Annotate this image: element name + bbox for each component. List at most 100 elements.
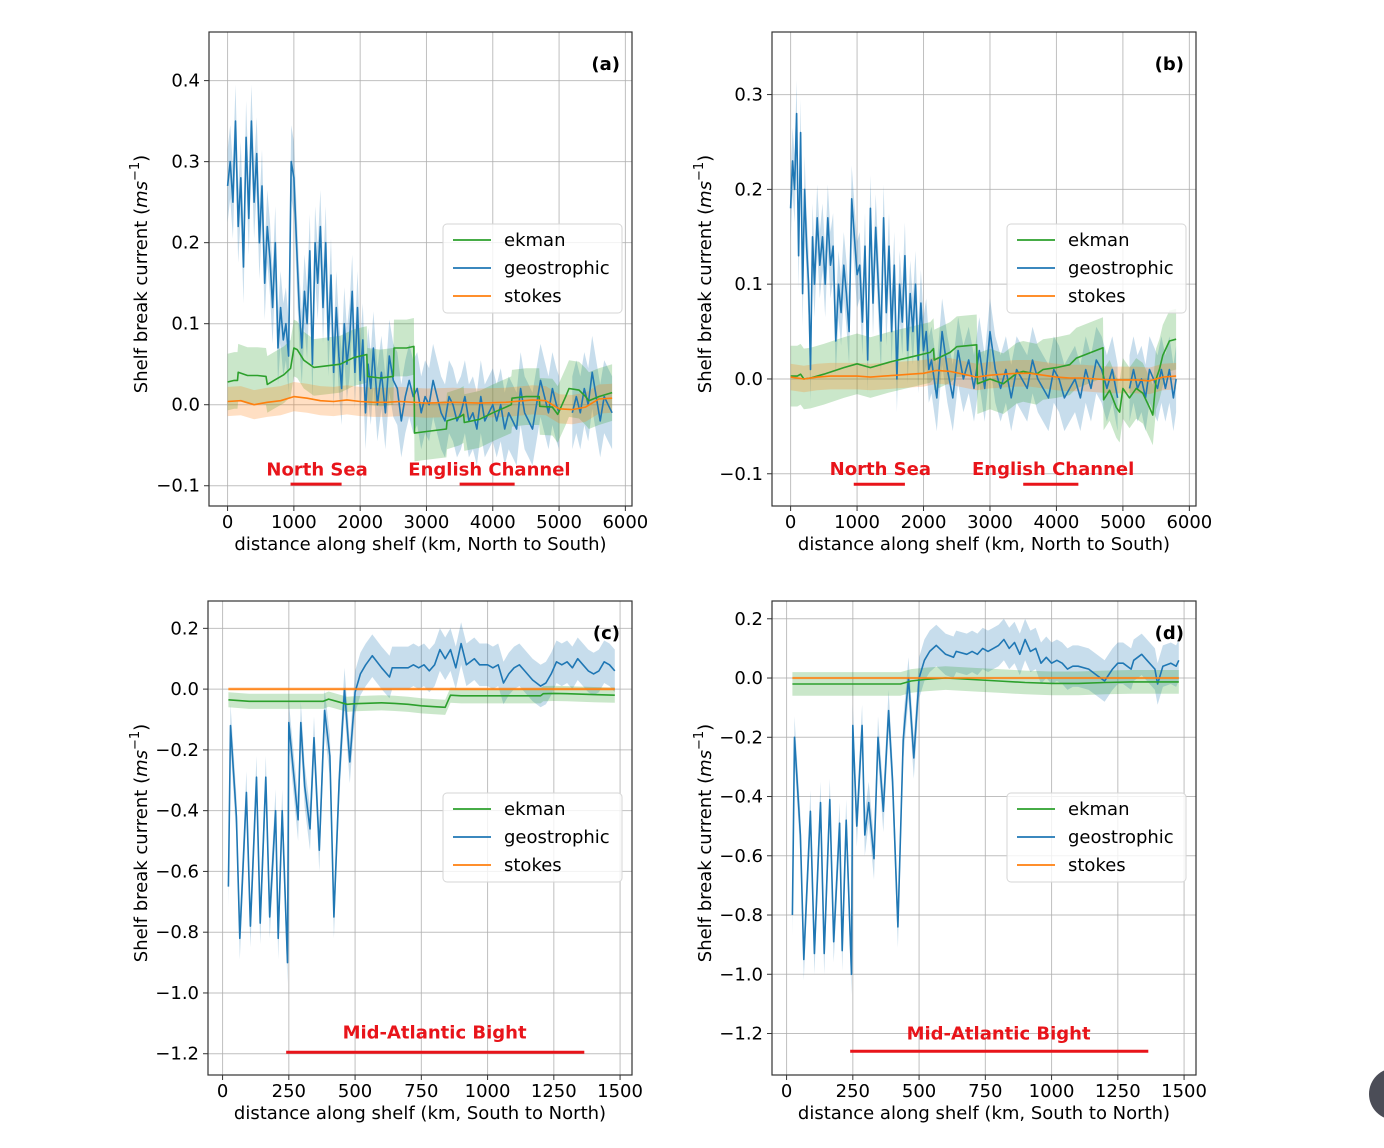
y-tick-label: 0.2 <box>734 179 763 200</box>
ekman-line <box>227 345 613 434</box>
y-axis-label-exponent: −1 <box>128 731 143 750</box>
legend-label-ekman: ekman <box>1068 799 1129 820</box>
legend-label-geostrophic: geostrophic <box>504 258 610 279</box>
axes-frame <box>771 31 1197 507</box>
legend: ekman geostrophic stokes <box>442 792 623 883</box>
panel-d: Mid-Atlantic Bight 0 250 500 750 1000 1250 1500… <box>692 600 1207 1124</box>
y-tick-label: −0.1 <box>156 476 200 497</box>
y-tick-label: −0.2 <box>719 727 763 748</box>
ekman-band <box>228 685 615 715</box>
y-axis-label-close: ) <box>695 155 716 162</box>
y-axis-label: Shelf break current (ms−1) <box>128 155 152 393</box>
y-tick-label: −0.4 <box>719 787 763 808</box>
geostrophic-line <box>226 120 560 430</box>
geostrophic-band <box>1129 336 1177 432</box>
y-tick-label: −0.1 <box>719 464 763 485</box>
x-tick-label: 1250 <box>1095 1081 1141 1102</box>
x-tick-label: 4000 <box>1034 512 1080 533</box>
x-tick-label: 500 <box>902 1081 936 1102</box>
x-tick-label: 500 <box>338 1081 372 1102</box>
plot-area <box>226 84 613 466</box>
y-axis-label: Shelf break current (ms−1) <box>692 155 716 393</box>
y-axis-label-main: Shelf break current ( <box>131 208 152 393</box>
y-axis-label: Shelf break current (ms−1) <box>128 724 152 962</box>
legend-label-stokes: stokes <box>1068 855 1126 876</box>
region-label: North Sea <box>830 459 931 480</box>
x-tick-label: 4000 <box>470 512 516 533</box>
panel-a: North Sea English Channel 0 1000 2000 3000 400… <box>128 31 648 555</box>
y-axis-label-exponent: −1 <box>692 731 707 750</box>
y-tick-label: 0.2 <box>171 233 200 254</box>
legend-label-ekman: ekman <box>504 799 565 820</box>
stokes-line <box>227 395 613 411</box>
legend: ekman geostrophic stokes <box>1006 223 1187 314</box>
y-tick-label: 0.0 <box>734 668 763 689</box>
y-tick-label: −0.6 <box>719 846 763 867</box>
y-tick-label: 0.3 <box>171 152 200 173</box>
x-axis-label: distance along shelf (km, South to North… <box>234 1103 606 1124</box>
geostrophic-band <box>572 335 613 458</box>
plot-area <box>791 618 1180 995</box>
x-tick-label: 750 <box>404 1081 438 1102</box>
y-tick-label: 0.2 <box>734 609 763 630</box>
legend-label-stokes: stokes <box>1068 286 1126 307</box>
panel-b: North Sea English Channel 0 1000 2000 3000 400… <box>692 31 1212 555</box>
x-tick-label: 0 <box>222 512 233 533</box>
legend-label-ekman: ekman <box>504 230 565 251</box>
y-axis-label-unit: ms <box>695 750 716 777</box>
y-axis-label-close: ) <box>131 155 152 162</box>
x-tick-label: 1500 <box>1161 1081 1207 1102</box>
x-tick-label: 0 <box>785 512 796 533</box>
region-label: English Channel <box>972 459 1134 480</box>
region-label: North Sea <box>266 460 367 481</box>
x-tick-label: 1500 <box>597 1081 643 1102</box>
legend-label-geostrophic: geostrophic <box>1068 258 1174 279</box>
panel-c: Mid-Atlantic Bight 0 250 500 750 1000 1250 1500… <box>128 600 643 1124</box>
region-label: Mid-Atlantic Bight <box>343 1022 527 1043</box>
x-tick-label: 1250 <box>531 1081 577 1102</box>
y-axis-label-unit: ms <box>131 750 152 777</box>
y-tick-label: −0.8 <box>719 905 763 926</box>
y-axis-label-main: Shelf break current ( <box>131 777 152 962</box>
x-tick-label: 3000 <box>404 512 450 533</box>
legend-label-stokes: stokes <box>504 855 562 876</box>
y-tick-label: −1.0 <box>155 983 199 1004</box>
floating-action-button[interactable] <box>1369 1068 1384 1120</box>
y-axis-label-unit: ms <box>131 181 152 208</box>
geostrophic-band <box>790 80 1118 432</box>
x-tick-label: 250 <box>836 1081 870 1102</box>
x-axis-label: distance along shelf (km, North to South… <box>798 534 1170 555</box>
y-tick-label: −1.2 <box>155 1044 199 1065</box>
x-axis-label: distance along shelf (km, South to North… <box>798 1103 1170 1124</box>
stokes-line <box>790 369 1177 382</box>
geostrophic-line <box>791 638 1180 976</box>
axes-frame <box>207 600 633 1076</box>
y-tick-label: −0.8 <box>155 922 199 943</box>
y-axis-label-close: ) <box>695 724 716 731</box>
panel-label: (b) <box>1155 54 1184 75</box>
y-tick-label: 0.0 <box>170 679 199 700</box>
x-tick-label: 0 <box>781 1081 792 1102</box>
region-label: English Channel <box>408 460 570 481</box>
x-tick-label: 1000 <box>271 512 317 533</box>
geostrophic-band <box>227 84 560 466</box>
legend-label-geostrophic: geostrophic <box>504 827 610 848</box>
x-tick-label: 250 <box>272 1081 306 1102</box>
y-tick-label: 0.1 <box>734 274 763 295</box>
x-tick-label: 6000 <box>1166 512 1212 533</box>
legend-label-ekman: ekman <box>1068 230 1129 251</box>
x-axis-label: distance along shelf (km, North to South… <box>234 534 606 555</box>
legend: ekman geostrophic stokes <box>442 223 623 314</box>
x-tick-label: 6000 <box>602 512 648 533</box>
legend-box <box>1006 792 1187 883</box>
y-tick-label: 0.0 <box>734 369 763 390</box>
y-axis-label-close: ) <box>131 724 152 731</box>
legend-box <box>442 223 623 314</box>
y-axis-label-main: Shelf break current ( <box>695 777 716 962</box>
ekman-line <box>228 692 615 709</box>
axes-frame <box>771 600 1197 1076</box>
x-tick-label: 5000 <box>536 512 582 533</box>
x-tick-label: 2000 <box>901 512 947 533</box>
x-tick-label: 0 <box>217 1081 228 1102</box>
